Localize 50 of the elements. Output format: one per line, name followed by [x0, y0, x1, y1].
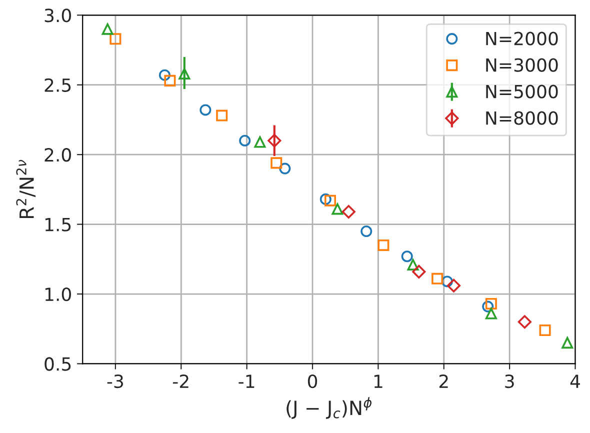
point	[407, 258, 419, 270]
point	[360, 226, 372, 238]
x-tick-label: 2	[439, 374, 448, 388]
point	[239, 134, 251, 146]
x-tick-label: -2	[173, 374, 188, 388]
point	[412, 264, 426, 278]
point	[401, 250, 413, 262]
x-tick-label: 3	[505, 374, 514, 388]
legend-label: N=5000	[486, 84, 558, 98]
point	[446, 278, 461, 292]
y-tick-label: 1.0	[45, 287, 71, 302]
x-tick-label: 0	[308, 374, 318, 388]
point	[324, 194, 336, 206]
y-tick-label: 1.5	[45, 218, 71, 232]
point	[482, 300, 494, 312]
point	[562, 337, 574, 349]
point	[485, 298, 497, 310]
point	[342, 204, 356, 219]
point	[539, 324, 551, 336]
x-tick-label: -3	[107, 374, 123, 388]
y-tick-label: 2.5	[44, 78, 71, 92]
x-tick-label: -1	[238, 374, 254, 388]
point	[332, 203, 344, 215]
point	[254, 136, 266, 148]
point	[518, 315, 532, 329]
point	[178, 68, 190, 80]
point	[270, 157, 282, 169]
point	[164, 74, 176, 86]
point	[158, 69, 170, 81]
point	[268, 134, 282, 148]
point	[378, 239, 390, 251]
y-tick-label: 2.0	[44, 148, 71, 162]
point	[200, 104, 212, 116]
y-axis-title: R$^{2}$/N$^{2ν}$	[16, 160, 36, 218]
point	[441, 276, 453, 288]
y-tick-label: 3.0	[44, 8, 71, 22]
point	[485, 308, 497, 320]
point	[216, 110, 228, 122]
point	[102, 23, 114, 35]
point	[110, 33, 122, 45]
legend-label: N=2000	[486, 32, 558, 46]
x-axis-title: (J − J$_{c}$)N$^{ϕ}$	[286, 397, 372, 419]
point	[320, 193, 332, 205]
legend-label: N=3000	[486, 58, 558, 72]
x-tick-label: 4	[570, 374, 580, 388]
point	[279, 162, 291, 174]
y-tick-label: 0.5	[44, 357, 71, 371]
point	[432, 272, 444, 284]
x-tick-label: 1	[374, 374, 382, 388]
legend-label: N=8000	[486, 111, 558, 125]
